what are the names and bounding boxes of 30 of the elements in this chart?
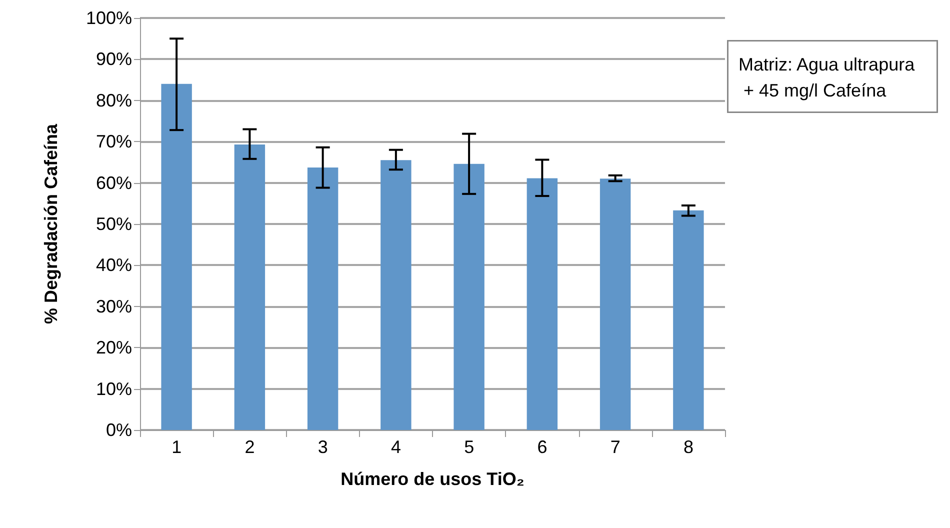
x-tick-label: 7 [610, 437, 620, 457]
x-tick-label: 3 [318, 437, 328, 457]
bar [161, 84, 192, 430]
y-tick-label: 10% [96, 378, 132, 399]
y-tick-label: 80% [96, 90, 132, 110]
y-tick-label: 40% [96, 255, 132, 276]
y-tick-label: 90% [96, 49, 132, 70]
y-tick-label: 60% [96, 172, 132, 193]
x-tick-label: 1 [172, 437, 182, 457]
x-tick-label: 8 [683, 437, 694, 457]
y-tick-label: 100% [86, 8, 132, 28]
x-axis-title: Número de usos TiO₂ [340, 469, 524, 489]
x-tick-label: 6 [537, 437, 548, 457]
bar [526, 178, 558, 430]
text: Matriz: Agua ultrapura + 45 mg/l Cafeína [738, 54, 916, 100]
x-tick-label: 4 [390, 437, 401, 457]
bar [234, 144, 266, 430]
x-tick-label: 5 [464, 437, 474, 457]
y-tick-label: 30% [96, 296, 132, 316]
bar [600, 178, 631, 430]
y-axis-title: % Degradación Cafeína [41, 122, 61, 324]
y-tick-label: 0% [106, 420, 132, 440]
bar [673, 210, 704, 430]
y-tick-label: 50% [96, 214, 132, 234]
bar [454, 164, 484, 430]
bar [380, 160, 412, 430]
x-tick-label: 2 [244, 437, 255, 457]
y-tick-label: 70% [96, 132, 132, 152]
bar [307, 168, 338, 430]
y-tick-label: 20% [96, 338, 132, 358]
